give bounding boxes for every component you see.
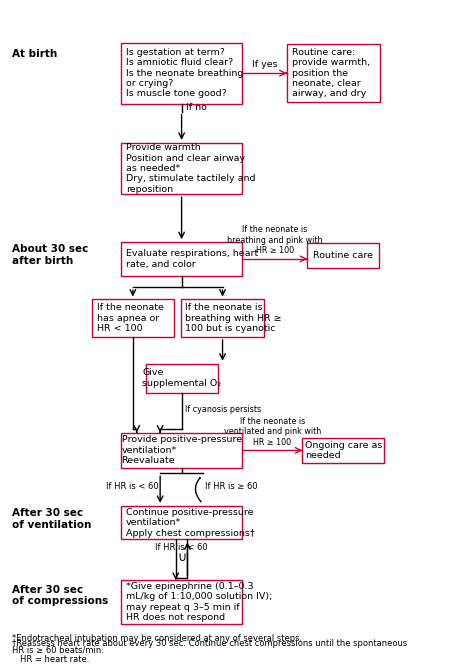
FancyBboxPatch shape bbox=[121, 433, 242, 468]
Text: ∪: ∪ bbox=[177, 551, 186, 564]
FancyBboxPatch shape bbox=[307, 243, 379, 268]
FancyBboxPatch shape bbox=[121, 143, 242, 194]
Text: Give
supplemental O₂: Give supplemental O₂ bbox=[142, 369, 221, 388]
Text: If HR is < 60: If HR is < 60 bbox=[155, 543, 208, 552]
Text: If yes: If yes bbox=[252, 60, 277, 69]
Text: *Endotracheal intubation may be considered at any of several steps.: *Endotracheal intubation may be consider… bbox=[12, 634, 302, 643]
Text: HR is ≥ 60 beats/min.: HR is ≥ 60 beats/min. bbox=[12, 645, 104, 654]
Text: *Give epinephrine (0.1–0.3
mL/kg of 1:10,000 solution IV);
may repeat q 3–5 min : *Give epinephrine (0.1–0.3 mL/kg of 1:10… bbox=[126, 582, 272, 622]
Text: If cyanosis persists: If cyanosis persists bbox=[185, 405, 262, 414]
Text: If the neonate is
ventilated and pink with
HR ≥ 100: If the neonate is ventilated and pink wi… bbox=[224, 417, 321, 446]
FancyBboxPatch shape bbox=[121, 42, 242, 104]
FancyBboxPatch shape bbox=[180, 299, 264, 337]
FancyArrowPatch shape bbox=[195, 478, 201, 502]
Text: If the neonate is
breathing with HR ≥
100 but is cyanotic: If the neonate is breathing with HR ≥ 10… bbox=[185, 304, 282, 333]
Text: About 30 sec
after birth: About 30 sec after birth bbox=[12, 244, 88, 265]
Text: Is gestation at term?
Is amniotic fluid clear?
Is the neonate breathing
or cryin: Is gestation at term? Is amniotic fluid … bbox=[126, 48, 243, 98]
Text: After 30 sec
of compressions: After 30 sec of compressions bbox=[12, 584, 108, 606]
Text: Provide warmth
Position and clear airway
as needed*
Dry, stimulate tactilely and: Provide warmth Position and clear airway… bbox=[126, 143, 255, 194]
Text: Provide positive-pressure
ventilation*
Reevaluate: Provide positive-pressure ventilation* R… bbox=[121, 436, 242, 465]
FancyBboxPatch shape bbox=[287, 44, 381, 103]
Text: HR = heart rate.: HR = heart rate. bbox=[20, 655, 89, 665]
Text: At birth: At birth bbox=[12, 50, 57, 60]
Text: After 30 sec
of ventilation: After 30 sec of ventilation bbox=[12, 509, 92, 530]
FancyBboxPatch shape bbox=[121, 242, 242, 275]
Text: Continue positive-pressure
ventilation*
Apply chest compressions†: Continue positive-pressure ventilation* … bbox=[126, 508, 254, 537]
Text: If HR is < 60: If HR is < 60 bbox=[106, 482, 158, 491]
Text: If the neonate is
breathing and pink with
HR ≥ 100: If the neonate is breathing and pink wit… bbox=[227, 225, 322, 255]
Text: If HR is ≥ 60: If HR is ≥ 60 bbox=[205, 482, 258, 491]
Text: If no: If no bbox=[186, 103, 207, 112]
FancyBboxPatch shape bbox=[121, 580, 242, 624]
Text: Routine care: Routine care bbox=[313, 251, 373, 260]
Text: If the neonate
has apnea or
HR < 100: If the neonate has apnea or HR < 100 bbox=[97, 304, 163, 333]
FancyBboxPatch shape bbox=[146, 364, 218, 393]
Text: Routine care:
provide warmth,
position the
neonate, clear
airway, and dry: Routine care: provide warmth, position t… bbox=[291, 48, 370, 98]
Text: †Reassess heart rate about every 30 sec. Continue chest compressions until the s: †Reassess heart rate about every 30 sec.… bbox=[12, 639, 407, 649]
FancyBboxPatch shape bbox=[92, 299, 174, 337]
Text: Evaluate respirations, heart
rate, and color: Evaluate respirations, heart rate, and c… bbox=[126, 249, 258, 269]
FancyBboxPatch shape bbox=[303, 438, 384, 463]
FancyBboxPatch shape bbox=[121, 506, 242, 539]
Text: Ongoing care as
needed: Ongoing care as needed bbox=[305, 441, 382, 460]
